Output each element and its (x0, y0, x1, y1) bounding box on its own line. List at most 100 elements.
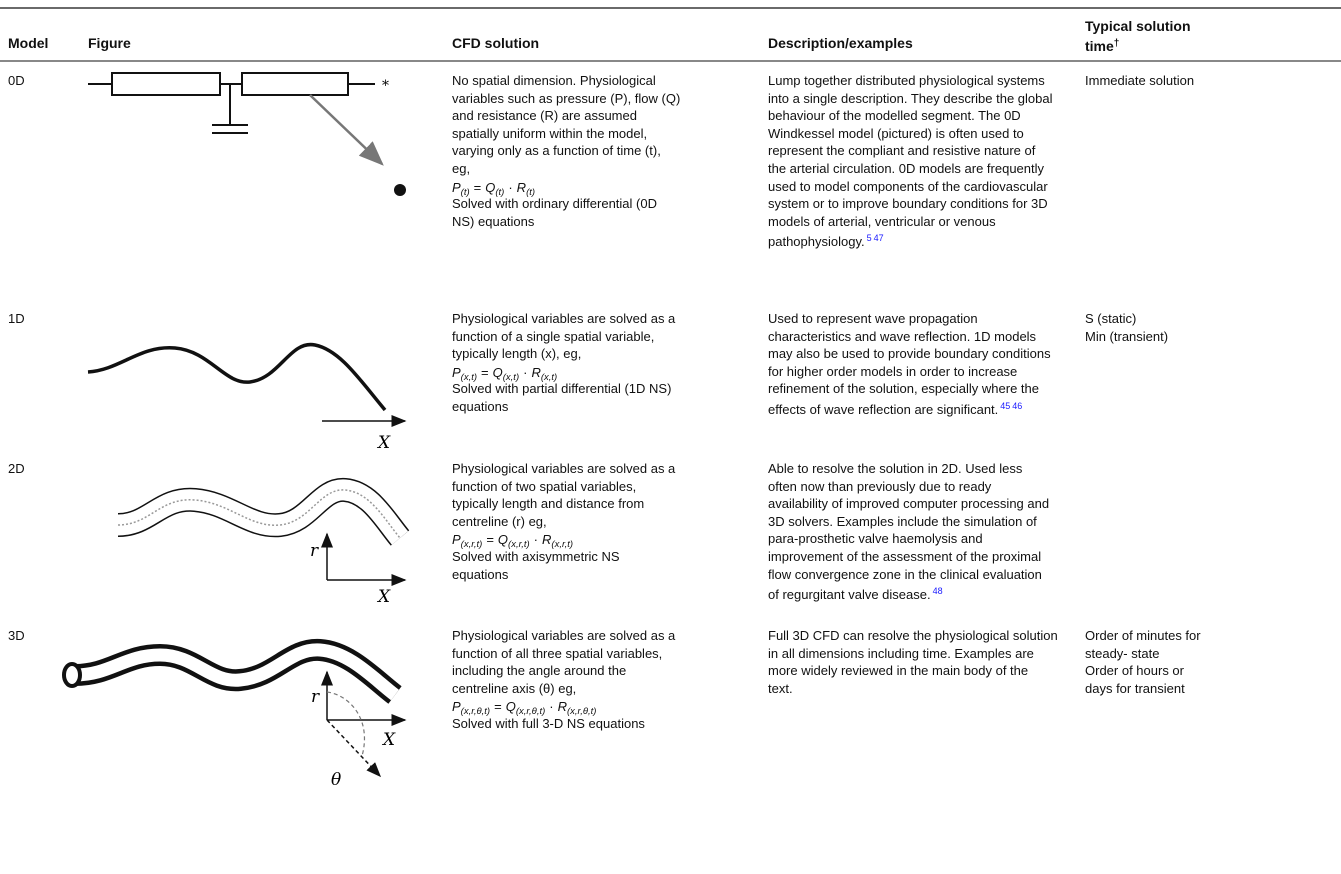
time-line: Order of minutes for (1085, 628, 1201, 643)
equation-operator: = (486, 532, 494, 548)
cfd-line: variables such as pressure (P), flow (Q) (452, 90, 681, 106)
equation-operator: · (533, 532, 539, 548)
equation-symbol: R (542, 532, 552, 548)
description-line: behaviour of the modelled segment. The 0… (768, 107, 1021, 125)
description-line: system or to improve boundary conditions… (768, 195, 1048, 213)
cfd-line: Physiological variables are solved as a (452, 628, 676, 643)
description-line: often now than previously due to ready (768, 478, 991, 496)
equation-operator: · (523, 364, 528, 380)
description-line: Lump together distributed physiological … (768, 72, 1045, 90)
equation-symbol: R (557, 699, 567, 715)
description-text: para-prosthetic valve haemolysis and (768, 531, 983, 547)
figure-label: r (311, 687, 320, 707)
description-text: more widely reviewed in the main body of… (768, 663, 1029, 679)
figure-label: X (376, 587, 391, 607)
description-line: Able to resolve the solution in 2D. Used… (768, 460, 1022, 478)
equation: P(t) = Q(t) · R(t) (452, 179, 535, 202)
cfd-line: Physiological variables are solved as a (452, 461, 676, 476)
cfd-line: Solved with ordinary differential (0D (452, 196, 657, 212)
time-line: steady- state (1085, 645, 1160, 661)
description-text: used to model components of the cardiova… (768, 178, 1048, 194)
cfd-line: function of all three spatial variables, (452, 645, 663, 661)
description-text: pathophysiology. (768, 234, 865, 250)
description-line: in all dimensions including time. Exampl… (768, 645, 1034, 663)
cfd-line: typically length and distance from (452, 496, 645, 512)
cfd-line: function of two spatial variables, (452, 478, 637, 494)
description-text: represent the compliant and resistive na… (768, 143, 1036, 159)
equation-subscript: (x,r,θ,t) (515, 706, 546, 718)
equation-symbol: Q (497, 532, 509, 548)
model-label: 1D (8, 311, 25, 326)
description-line: Windkessel model (pictured) is often use… (768, 125, 1024, 143)
description-line: text. (768, 680, 793, 698)
header-cfd: CFD solution (452, 35, 540, 51)
description-line: Full 3D CFD can resolve the physiologica… (768, 627, 1058, 645)
equation-operator: = (481, 364, 489, 380)
equation-symbol: Q (492, 364, 503, 380)
description-line: represent the compliant and resistive na… (768, 142, 1035, 160)
description-line: more widely reviewed in the main body of… (768, 662, 1028, 680)
cfd-line: Solved with partial differential (1D NS) (452, 381, 672, 397)
cfd-line: spatially uniform within the model, (452, 125, 648, 141)
description-text: the arterial circulation. 0D models are … (768, 161, 1045, 176)
description-text: availability of improved computer proces… (768, 496, 1050, 512)
description-text: Used to represent wave propagation (768, 311, 978, 326)
description-line: may also be used to provide boundary con… (768, 345, 1051, 363)
description-line: availability of improved computer proces… (768, 495, 1049, 513)
description-text: system or to improve boundary conditions… (768, 196, 1048, 212)
equation-symbol: P (452, 699, 461, 715)
time-line: Immediate solution (1085, 73, 1195, 88)
equation-operator: · (508, 179, 513, 195)
cfd-line: centreline axis (θ) eg, (452, 680, 577, 696)
header-description: Description/examples (768, 35, 913, 51)
equation: P(x,r,θ,t) = Q(x,r,θ,t) · R(x,r,θ,t) (452, 698, 596, 721)
time-line: days for transient (1085, 680, 1185, 696)
cfd-line: centreline (r) eg, (452, 513, 547, 529)
equation-subscript: (x,t) (502, 371, 520, 383)
description-line: para-prosthetic valve haemolysis and (768, 530, 983, 548)
time-line: S (static) (1085, 311, 1137, 326)
description-text: 3D solvers. Examples include the simulat… (768, 513, 1037, 529)
description-text: Able to resolve the solution in 2D. Used… (768, 461, 1023, 476)
cfd-line: equations (452, 399, 509, 414)
cfd-line: eg, (452, 161, 471, 176)
model-label: 3D (8, 628, 25, 643)
description-text: into a single description. They describe… (768, 90, 1053, 106)
cfd-line: Solved with full 3-D NS equations (452, 716, 645, 731)
equation-subscript: (x,r,t) (508, 539, 530, 551)
description-line: refinement of the solution, especially w… (768, 380, 1039, 398)
figure-label: X (376, 433, 391, 453)
equation-subscript: (x,r,t) (551, 539, 574, 551)
description-text: characteristics and wave reflection. 1D … (768, 328, 1037, 344)
time-line: Order of hours or (1085, 663, 1184, 679)
figure-1d (87, 342, 407, 427)
equation-subscript: (x,t) (460, 371, 478, 383)
cfd-line: equations (452, 566, 509, 582)
cfd-line: typically length (x), eg, (452, 346, 582, 362)
header-time-note: † (1113, 38, 1120, 49)
description-line: models of arterial, ventricular or venou… (768, 213, 996, 231)
cfd-line: varying only as a function of time (t), (452, 143, 661, 159)
description-text: behaviour of the modelled segment. The 0… (768, 108, 1021, 124)
equation-symbol: R (531, 364, 541, 380)
header-time: Typical solution time† (1085, 18, 1210, 55)
description-line: pathophysiology. 5 47 (768, 230, 884, 251)
reference: 5 (866, 233, 872, 244)
cfd-line: including the angle around the (452, 663, 627, 679)
description-line: effects of wave reflection are significa… (768, 398, 1022, 419)
description-line: improvement of the assessment of the pro… (768, 548, 1041, 566)
description-line: into a single description. They describe… (768, 90, 1053, 108)
description-text: Lump together distributed physiological … (768, 73, 1045, 88)
description-line: flow convergence zone in the clinical ev… (768, 566, 1042, 584)
equation-operator: = (494, 699, 502, 715)
time-line: Min (transient) (1085, 328, 1169, 344)
equation-subscript: (x,r,θ,t) (567, 706, 597, 718)
header-model: Model (8, 35, 49, 51)
reference: 46 (1012, 401, 1023, 411)
equation-subscript: (x,t) (540, 371, 558, 383)
description-text: flow convergence zone in the clinical ev… (768, 566, 1042, 582)
equation-symbol: P (452, 364, 461, 380)
description-line: 3D solvers. Examples include the simulat… (768, 513, 1037, 531)
